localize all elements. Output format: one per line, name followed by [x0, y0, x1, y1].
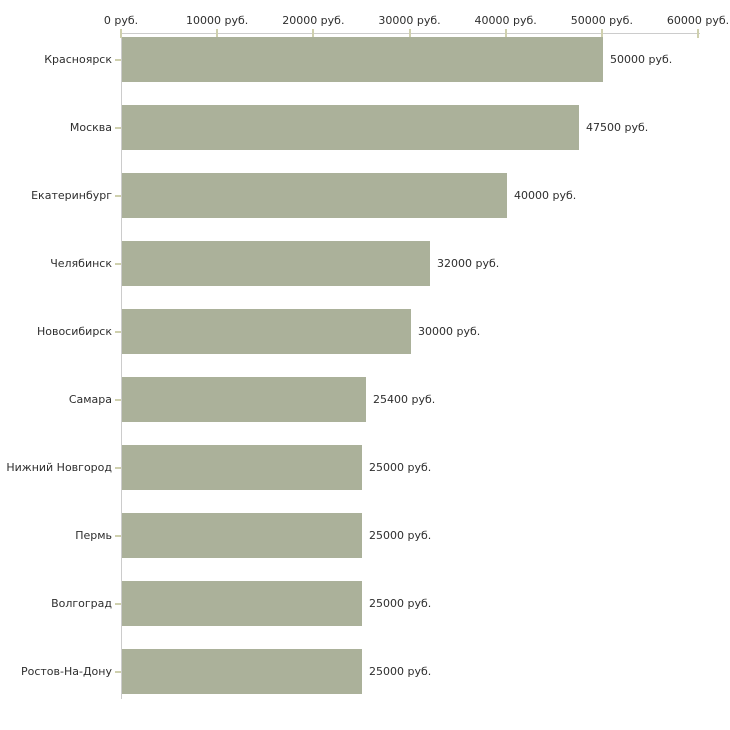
- category-label: Челябинск: [50, 256, 112, 270]
- bar: [122, 241, 430, 286]
- x-tick: [216, 29, 219, 38]
- value-label: 40000 руб.: [514, 188, 577, 202]
- x-tick-label: 30000 руб.: [378, 14, 441, 27]
- category-tick: [115, 398, 121, 401]
- category-label: Ростов-На-Дону: [20, 664, 112, 678]
- value-label: 25400 руб.: [373, 392, 436, 406]
- category-tick: [115, 534, 121, 537]
- value-label: 25000 руб.: [369, 596, 432, 610]
- x-tick-label: 50000 руб.: [570, 14, 633, 27]
- value-label: 30000 руб.: [418, 324, 481, 338]
- x-tick: [504, 29, 507, 38]
- bar: [122, 37, 603, 82]
- x-tick-label: 0 руб.: [103, 14, 139, 27]
- bar: [122, 513, 362, 558]
- category-label: Екатеринбург: [31, 188, 112, 202]
- x-tick-label: 20000 руб.: [282, 14, 345, 27]
- category-tick: [115, 466, 121, 469]
- x-tick: [312, 29, 315, 38]
- value-label: 47500 руб.: [586, 120, 649, 134]
- category-tick: [115, 194, 121, 197]
- x-tick: [120, 29, 122, 38]
- x-tick: [697, 29, 699, 38]
- value-label: 32000 руб.: [437, 256, 500, 270]
- category-label: Самара: [68, 392, 112, 406]
- category-tick: [115, 602, 121, 605]
- bar: [122, 377, 366, 422]
- x-axis-line: [121, 33, 700, 34]
- category-tick: [115, 670, 121, 673]
- category-tick: [115, 330, 121, 333]
- value-label: 50000 руб.: [610, 52, 673, 66]
- bar: [122, 105, 579, 150]
- category-label: Москва: [69, 120, 112, 134]
- bar: [122, 309, 411, 354]
- x-tick-label: 60000 руб.: [666, 14, 730, 27]
- x-tick: [600, 29, 603, 38]
- y-axis-line: [121, 33, 122, 699]
- category-tick: [115, 58, 121, 61]
- category-label: Пермь: [75, 528, 112, 542]
- category-tick: [115, 126, 121, 129]
- value-label: 25000 руб.: [369, 528, 432, 542]
- value-label: 25000 руб.: [369, 460, 432, 474]
- category-tick: [115, 262, 121, 265]
- x-tick: [408, 29, 411, 38]
- category-label: Волгоград: [51, 596, 112, 610]
- category-label: Красноярск: [44, 52, 112, 66]
- category-label: Новосибирск: [36, 324, 112, 338]
- bar: [122, 649, 362, 694]
- category-label: Нижний Новгород: [6, 460, 112, 474]
- x-tick-label: 10000 руб.: [186, 14, 249, 27]
- bar: [122, 173, 507, 218]
- bar: [122, 445, 362, 490]
- bar: [122, 581, 362, 626]
- x-tick-label: 40000 руб.: [474, 14, 537, 27]
- value-label: 25000 руб.: [369, 664, 432, 678]
